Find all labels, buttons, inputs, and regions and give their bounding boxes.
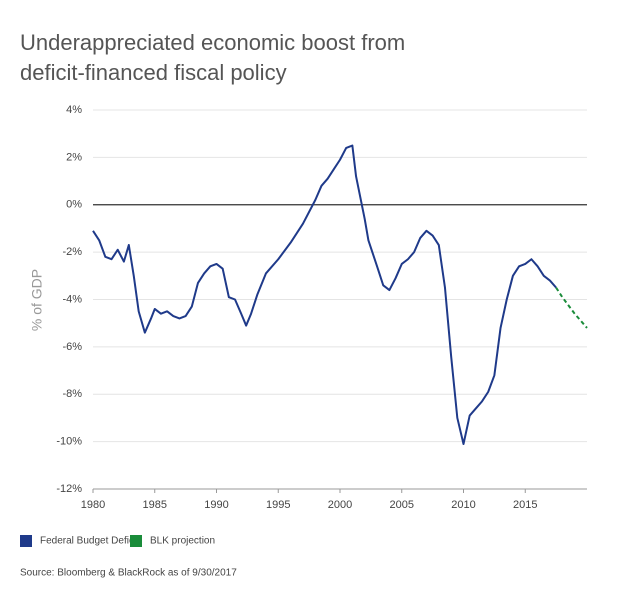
legend-label: Federal Budget Deficit <box>40 536 139 547</box>
y-tick-label: -10% <box>56 436 82 448</box>
x-tick-label: 2015 <box>513 499 537 511</box>
y-tick-label: 0% <box>66 199 82 211</box>
x-tick-label: 1985 <box>143 499 167 511</box>
source: Source: Bloomberg & BlackRock as of 9/30… <box>20 568 237 579</box>
y-tick-label: -12% <box>56 483 82 495</box>
y-axis-label: % of GDP <box>29 269 45 331</box>
legend-label: BLK projection <box>150 536 215 547</box>
x-tick-label: 1980 <box>81 499 105 511</box>
y-tick-label: -2% <box>62 246 82 258</box>
chart-title: deficit-financed fiscal policy <box>20 60 287 85</box>
x-tick-label: 1995 <box>266 499 290 511</box>
x-tick-label: 2000 <box>328 499 352 511</box>
legend-swatch <box>130 535 142 547</box>
y-tick-label: -6% <box>62 341 82 353</box>
y-tick-label: -8% <box>62 388 82 400</box>
y-tick-label: 2% <box>66 151 82 163</box>
legend-swatch <box>20 535 32 547</box>
chart-title: Underappreciated economic boost from <box>20 30 405 55</box>
x-tick-label: 2010 <box>451 499 475 511</box>
x-tick-label: 1990 <box>204 499 228 511</box>
y-tick-label: 4% <box>66 104 82 116</box>
x-tick-label: 2005 <box>390 499 414 511</box>
series-line <box>555 287 588 329</box>
series-line <box>92 144 557 445</box>
y-tick-label: -4% <box>62 293 82 305</box>
